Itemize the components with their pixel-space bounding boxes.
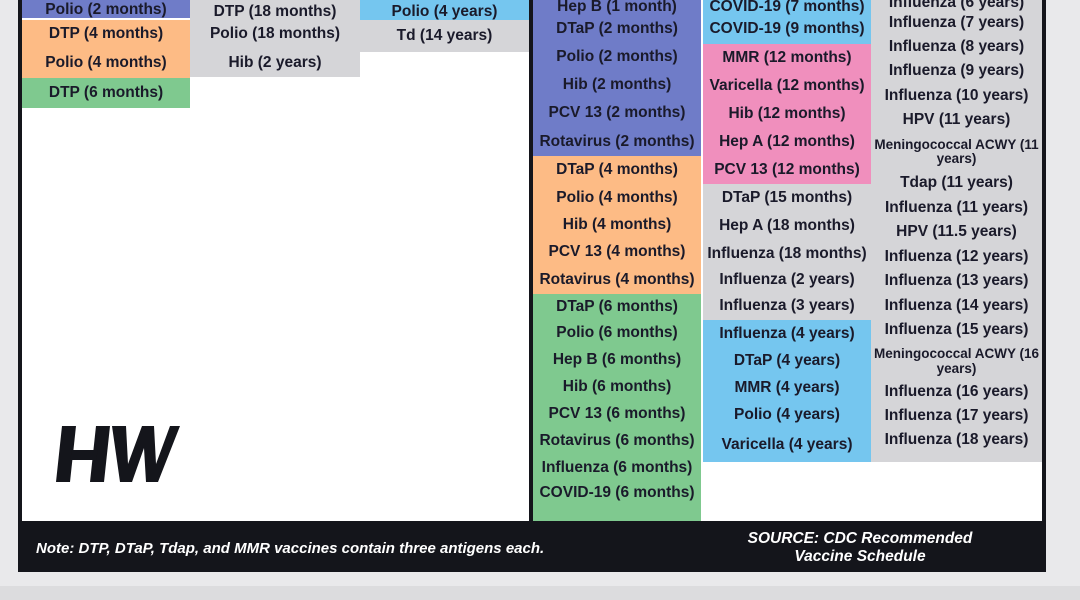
right-col2-cell: MMR (4 years) — [703, 375, 871, 402]
right-col3-cell: Meningococcal ACWY (16 years) — [871, 343, 1042, 380]
right-col2-cell: Influenza (2 years) — [703, 268, 871, 293]
right-col3-cell: Influenza (9 years) — [871, 59, 1042, 84]
right-col1-cell: Rotavirus (4 months) — [533, 266, 701, 294]
right-col1-cell: Polio (6 months) — [533, 320, 701, 347]
right-col3-cell: Influenza (7 years) — [871, 11, 1042, 35]
right-col2-cell: Influenza (4 years) — [703, 320, 871, 348]
right-col1-cell: COVID-19 (6 months) — [533, 482, 701, 521]
hw-logo: HW — [52, 418, 180, 482]
right-col3-cell: Influenza (13 years) — [871, 269, 1042, 294]
right-col1-cell: Hib (2 months) — [533, 72, 701, 99]
right-col3-cell: HPV (11 years) — [871, 108, 1042, 133]
right-col1-cell: DTaP (4 months) — [533, 156, 701, 185]
right-col1-cell: Hib (6 months) — [533, 374, 701, 401]
right-col1-cell: Polio (4 months) — [533, 185, 701, 212]
right-col1-cell: Hib (4 months) — [533, 212, 701, 239]
right-col1-cell: PCV 13 (2 months) — [533, 99, 701, 128]
right-col2-cell: COVID-19 (7 months) — [703, 0, 871, 15]
right-col2-cell: PCV 13 (12 months) — [703, 156, 871, 184]
right-col1-cell: DTaP (2 months) — [533, 15, 701, 43]
right-col2-cell: Varicella (12 months) — [703, 73, 871, 100]
right-col1-cell: DTaP (6 months) — [533, 294, 701, 320]
right-col3-cell: Influenza (15 years) — [871, 318, 1042, 343]
footer-note: Note: DTP, DTaP, Tdap, and MMR vaccines … — [36, 540, 545, 557]
right-col3-cell: Tdap (11 years) — [871, 171, 1042, 196]
right-col2-cell: MMR (12 months) — [703, 44, 871, 73]
right-col3-cell: Influenza (18 years) — [871, 429, 1042, 462]
right-col1-cell: Rotavirus (6 months) — [533, 428, 701, 455]
right-col3-cell: Meningococcal ACWY (11 years) — [871, 133, 1042, 171]
right-col3-cell: Influenza (6 years) — [871, 0, 1042, 11]
left-cell: DTP (6 months) — [22, 78, 190, 108]
left-cell: DTP (18 months) — [190, 0, 360, 20]
left-cell: Hib (2 years) — [190, 49, 360, 77]
right-col2-cell: Hib (12 months) — [703, 100, 871, 128]
center-divider — [529, 0, 533, 521]
right-col1-cell: PCV 13 (6 months) — [533, 401, 701, 428]
right-col2-cell: Influenza (3 years) — [703, 293, 871, 320]
page-shadow — [0, 586, 1080, 600]
right-col1-cell: Influenza (6 months) — [533, 455, 701, 482]
right-col1-cell: Hep B (1 month) — [533, 0, 701, 15]
hw-logo-text: HW — [52, 418, 54, 419]
right-col2-cell: Hep A (12 months) — [703, 128, 871, 156]
right-col3-cell: Influenza (17 years) — [871, 404, 1042, 429]
left-cell: DTP (4 months) — [22, 20, 190, 49]
right-col3-cell: Influenza (11 years) — [871, 196, 1042, 220]
footer-source: SOURCE: CDC Recommended Vaccine Schedule — [700, 530, 1020, 566]
right-col2-cell: Varicella (4 years) — [703, 429, 871, 462]
right-col2-cell: Hep A (18 months) — [703, 212, 871, 240]
left-cell: Polio (2 months) — [22, 0, 190, 18]
left-cell: Td (14 years) — [360, 20, 529, 52]
right-col3-cell: Influenza (14 years) — [871, 294, 1042, 318]
right-col2-cell: DTaP (4 years) — [703, 348, 871, 375]
right-col2-cell: Influenza (18 months) — [703, 240, 871, 268]
right-col2-cell: DTaP (15 months) — [703, 184, 871, 212]
right-col1-cell: Hep B (6 months) — [533, 347, 701, 374]
footer-source-line2: Vaccine Schedule — [794, 547, 926, 565]
right-col1-cell: Polio (2 months) — [533, 43, 701, 72]
right-col2-cell: Polio (4 years) — [703, 402, 871, 429]
right-col3-cell: Influenza (16 years) — [871, 380, 1042, 404]
right-col2-cell: COVID-19 (9 months) — [703, 15, 871, 44]
right-col3-cell: Influenza (12 years) — [871, 245, 1042, 269]
right-col1-cell: Rotavirus (2 months) — [533, 128, 701, 156]
right-col3-cell: HPV (11.5 years) — [871, 220, 1042, 245]
footer-source-line1: SOURCE: CDC Recommended — [747, 530, 973, 547]
right-col1-cell: PCV 13 (4 months) — [533, 239, 701, 266]
right-col3-cell: Influenza (8 years) — [871, 35, 1042, 59]
left-cell: Polio (4 months) — [22, 49, 190, 78]
left-cell: Polio (18 months) — [190, 20, 360, 49]
left-cell: Polio (4 years) — [360, 0, 529, 20]
right-col3-cell: Influenza (10 years) — [871, 84, 1042, 108]
